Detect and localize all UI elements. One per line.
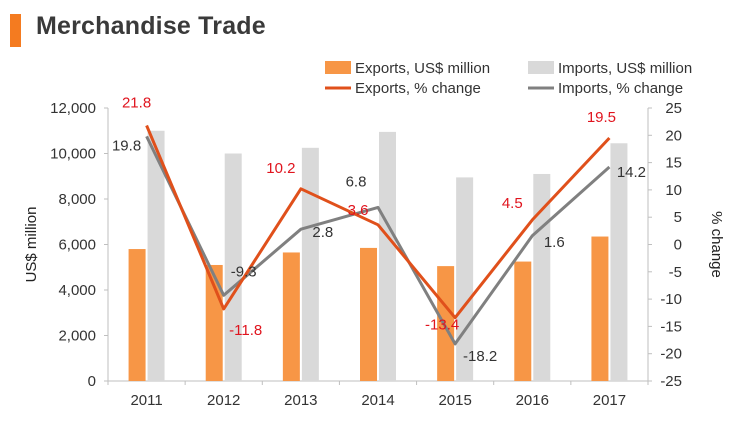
legend-exports-line-label: Exports, % change <box>355 80 481 97</box>
page-title: Merchandise Trade <box>36 12 266 40</box>
exports-bar <box>282 252 300 381</box>
imports-change-label: 14.2 <box>617 164 646 181</box>
legend-imports-bar-swatch <box>528 61 554 74</box>
legend-imports-bar-label: Imports, US$ million <box>558 60 692 77</box>
exports-bar <box>360 247 377 381</box>
imports-bar <box>301 147 319 381</box>
y2-tick-label: -5 <box>669 264 682 281</box>
exports-change-line <box>145 124 611 320</box>
exports-bar <box>437 266 455 381</box>
imports-bar <box>379 131 396 381</box>
imports-bar <box>224 153 242 381</box>
imports-change-label: -9.3 <box>231 263 257 280</box>
y-axis-title: US$ million <box>23 207 40 283</box>
imports-bar <box>147 130 165 381</box>
x-tick-label: 2011 <box>130 392 162 409</box>
y-tick-label: 0 <box>88 373 96 390</box>
title-accent-bar <box>10 14 21 47</box>
y2-tick-label: -25 <box>660 373 682 390</box>
exports-bar <box>205 264 223 381</box>
imports-change-label: 2.8 <box>312 224 333 241</box>
x-tick-label: 2017 <box>593 392 626 409</box>
x-tick-label: 2013 <box>284 392 317 409</box>
y2-tick-label: 0 <box>674 237 682 254</box>
exports-change-label: -13.4 <box>425 317 459 334</box>
y2-axis-title: % change <box>708 211 725 278</box>
y2-tick-label: -15 <box>660 318 682 335</box>
legend-exports-bar-label: Exports, US$ million <box>355 60 490 77</box>
imports-change-line <box>145 135 611 346</box>
exports-change-label: 3.6 <box>348 202 369 219</box>
y2-tick-label: 25 <box>665 100 682 117</box>
y-tick-label: 4,000 <box>58 282 96 299</box>
imports-change-label: -18.2 <box>463 348 497 365</box>
exports-change-label: -11.8 <box>229 322 262 339</box>
x-tick-label: 2012 <box>207 392 240 409</box>
legend-exports-bar-swatch <box>325 61 351 74</box>
y-tick-label: 2,000 <box>58 328 96 345</box>
y2-tick-label: 15 <box>665 155 682 172</box>
y2-tick-label: 10 <box>665 182 682 199</box>
y-tick-label: 6,000 <box>58 237 96 254</box>
y2-tick-label: -10 <box>660 291 682 308</box>
x-tick-label: 2016 <box>516 392 549 409</box>
exports-change-label: 4.5 <box>502 195 523 212</box>
x-tick-label: 2014 <box>361 392 394 409</box>
y2-tick-label: -20 <box>660 346 682 363</box>
exports-change-label: 10.2 <box>266 160 295 177</box>
imports-bar <box>533 173 551 381</box>
imports-change-label: 6.8 <box>346 173 367 190</box>
y2-tick-label: 5 <box>674 209 682 226</box>
exports-bar <box>128 249 146 381</box>
x-tick-label: 2015 <box>438 392 471 409</box>
exports-change-label: 21.8 <box>122 94 151 111</box>
y-tick-label: 10,000 <box>50 146 96 163</box>
exports-change-label: 19.5 <box>587 109 616 126</box>
imports-change-label: 1.6 <box>544 234 565 251</box>
imports-bar <box>456 177 474 381</box>
imports-bar <box>610 143 628 381</box>
y-tick-label: 12,000 <box>50 100 96 117</box>
imports-change-label: 19.8 <box>112 137 141 154</box>
legend-imports-line-label: Imports, % change <box>558 80 683 97</box>
y2-tick-label: 20 <box>665 127 682 144</box>
y-tick-label: 8,000 <box>58 191 96 208</box>
exports-bar <box>514 261 532 381</box>
exports-bar <box>591 236 609 381</box>
